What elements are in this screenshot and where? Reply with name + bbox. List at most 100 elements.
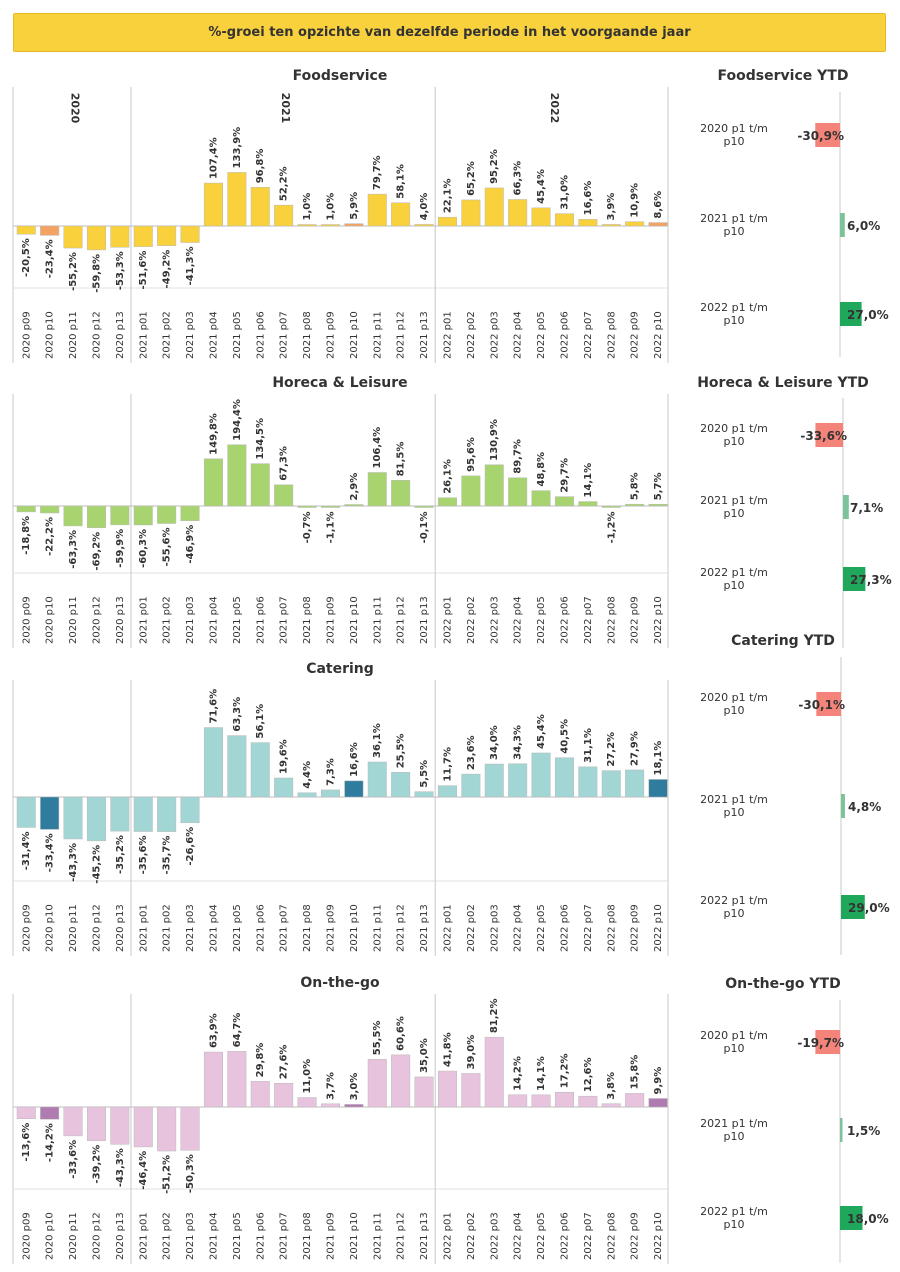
on-the-go-bar-25 bbox=[601, 1103, 621, 1108]
on-the-go-tick-11: 2021 p07 bbox=[279, 1212, 290, 1260]
catering-tick-7: 2021 p03 bbox=[185, 904, 196, 952]
foodservice-ytd-title: Foodservice YTD bbox=[718, 68, 849, 84]
horeca-and-leisure-bar-6 bbox=[157, 505, 177, 524]
horeca-and-leisure-data-label-9: 194,4% bbox=[232, 399, 243, 441]
on-the-go-tick-18: 2022 p01 bbox=[442, 1212, 453, 1260]
horeca-and-leisure-data-label-21: 89,7% bbox=[513, 439, 524, 474]
on-the-go-bar-22 bbox=[531, 1094, 551, 1108]
catering-bar-26 bbox=[625, 769, 645, 798]
on-the-go-ytd-category-1: 2021 p1 t/m p10 bbox=[700, 1117, 768, 1143]
foodservice-ytd-category-1: 2021 p1 t/m p10 bbox=[700, 212, 768, 238]
horeca-and-leisure-bar-19 bbox=[461, 475, 481, 507]
horeca-and-leisure-ytd-bar-2 bbox=[843, 567, 866, 591]
horeca-and-leisure-data-label-10: 134,5% bbox=[255, 418, 266, 460]
foodservice-tick-9: 2021 p05 bbox=[232, 311, 243, 359]
on-the-go-data-label-1: -14,2% bbox=[45, 1123, 56, 1162]
catering-ytd-label-0: -30,1% bbox=[798, 698, 845, 712]
horeca-and-leisure-tick-12: 2021 p08 bbox=[302, 596, 313, 644]
catering-tick-21: 2022 p04 bbox=[513, 904, 524, 952]
on-the-go-tick-13: 2021 p09 bbox=[325, 1212, 336, 1260]
horeca-and-leisure-data-label-25: -1,2% bbox=[606, 512, 617, 544]
catering-ytd-bar-2 bbox=[841, 895, 865, 919]
horeca-and-leisure-bar-21 bbox=[508, 477, 528, 507]
on-the-go-bar-5 bbox=[133, 1106, 153, 1148]
catering-tick-8: 2021 p04 bbox=[208, 904, 219, 952]
horeca-and-leisure-tick-26: 2022 p09 bbox=[630, 596, 641, 644]
foodservice-tick-6: 2021 p02 bbox=[162, 311, 173, 359]
foodservice-data-label-11: 52,2% bbox=[279, 166, 290, 201]
catering-data-label-27: 18,1% bbox=[653, 741, 664, 776]
on-the-go-data-label-3: -39,2% bbox=[91, 1145, 102, 1184]
catering-data-label-15: 36,1% bbox=[372, 723, 383, 758]
horeca-and-leisure-data-label-27: 5,7% bbox=[653, 472, 664, 500]
foodservice-tick-11: 2021 p07 bbox=[279, 311, 290, 359]
horeca-and-leisure-tick-15: 2021 p11 bbox=[372, 596, 383, 644]
horeca-and-leisure-data-label-18: 26,1% bbox=[442, 459, 453, 494]
foodservice-bar-17 bbox=[414, 224, 434, 227]
horeca-and-leisure-tick-6: 2021 p02 bbox=[162, 596, 173, 644]
foodservice-bar-14 bbox=[344, 223, 364, 227]
catering-tick-25: 2022 p08 bbox=[606, 904, 617, 952]
catering-bar-2 bbox=[63, 796, 83, 840]
on-the-go-data-label-26: 15,8% bbox=[630, 1055, 641, 1090]
catering-data-label-13: 7,3% bbox=[325, 758, 336, 786]
horeca-and-leisure-data-label-23: 29,7% bbox=[559, 458, 570, 493]
foodservice-bar-18 bbox=[437, 216, 457, 227]
horeca-and-leisure-tick-9: 2021 p05 bbox=[232, 596, 243, 644]
on-the-go-bar-27 bbox=[648, 1098, 668, 1108]
on-the-go-tick-2: 2020 p11 bbox=[68, 1212, 79, 1260]
horeca-and-leisure-data-label-26: 5,8% bbox=[630, 472, 641, 500]
horeca-and-leisure-data-label-17: -0,1% bbox=[419, 512, 430, 544]
foodservice-tick-14: 2021 p10 bbox=[349, 311, 360, 359]
horeca-and-leisure-data-label-3: -69,2% bbox=[91, 532, 102, 571]
on-the-go-data-label-18: 41,8% bbox=[442, 1032, 453, 1067]
horeca-and-leisure-bar-27 bbox=[648, 503, 668, 507]
horeca-and-leisure-data-label-8: 149,8% bbox=[208, 413, 219, 455]
foodservice-tick-7: 2021 p03 bbox=[185, 311, 196, 359]
foodservice-bar-1 bbox=[40, 225, 60, 236]
catering-data-label-23: 40,5% bbox=[559, 719, 570, 754]
catering-ytd-category-2: 2022 p1 t/m p10 bbox=[700, 894, 768, 920]
foodservice-data-label-6: -49,2% bbox=[162, 250, 173, 289]
on-the-go-data-label-4: -43,3% bbox=[115, 1148, 126, 1187]
on-the-go-title: On-the-go bbox=[300, 975, 380, 991]
on-the-go-bar-24 bbox=[578, 1095, 598, 1108]
catering-bar-12 bbox=[297, 792, 317, 798]
foodservice-bar-26 bbox=[625, 221, 645, 227]
on-the-go-bar-3 bbox=[86, 1106, 106, 1141]
horeca-and-leisure-tick-23: 2022 p06 bbox=[559, 596, 570, 644]
catering-bar-16 bbox=[391, 772, 411, 798]
horeca-and-leisure-bar-0 bbox=[16, 505, 36, 513]
foodservice-data-label-27: 8,6% bbox=[653, 191, 664, 219]
on-the-go-bar-15 bbox=[367, 1059, 387, 1108]
foodservice-tick-21: 2022 p04 bbox=[513, 311, 524, 359]
foodservice-data-label-12: 1,0% bbox=[302, 193, 313, 221]
on-the-go-tick-24: 2022 p07 bbox=[583, 1212, 594, 1260]
horeca-and-leisure-bar-12 bbox=[297, 505, 317, 508]
horeca-and-leisure-bar-10 bbox=[250, 463, 270, 507]
on-the-go-ytd-label-0: -19,7% bbox=[797, 1036, 844, 1050]
horeca-and-leisure-data-label-7: -46,9% bbox=[185, 525, 196, 564]
foodservice-bar-12 bbox=[297, 224, 317, 227]
catering-bar-23 bbox=[554, 757, 574, 798]
on-the-go-ytd-label-2: 18,0% bbox=[847, 1212, 889, 1226]
foodservice-data-label-15: 79,7% bbox=[372, 155, 383, 190]
catering-tick-27: 2022 p10 bbox=[653, 904, 664, 952]
catering-tick-20: 2022 p03 bbox=[489, 904, 500, 952]
foodservice-tick-26: 2022 p09 bbox=[630, 311, 641, 359]
on-the-go-data-label-5: -46,4% bbox=[138, 1151, 149, 1190]
catering-bar-14 bbox=[344, 780, 364, 798]
on-the-go-ytd-title: On-the-go YTD bbox=[725, 976, 840, 992]
foodservice-data-label-2: -55,2% bbox=[68, 252, 79, 291]
catering-bar-7 bbox=[180, 796, 200, 824]
foodservice-tick-18: 2022 p01 bbox=[442, 311, 453, 359]
foodservice-data-label-5: -51,6% bbox=[138, 251, 149, 290]
horeca-and-leisure-bar-4 bbox=[110, 505, 130, 526]
on-the-go-tick-10: 2021 p06 bbox=[255, 1212, 266, 1260]
catering-data-label-24: 31,1% bbox=[583, 728, 594, 763]
foodservice-ytd-label-2: 27,0% bbox=[847, 308, 889, 322]
horeca-and-leisure-ytd-label-1: 7,1% bbox=[850, 501, 883, 515]
catering-data-label-14: 16,6% bbox=[349, 742, 360, 777]
foodservice-bar-5 bbox=[133, 225, 153, 247]
